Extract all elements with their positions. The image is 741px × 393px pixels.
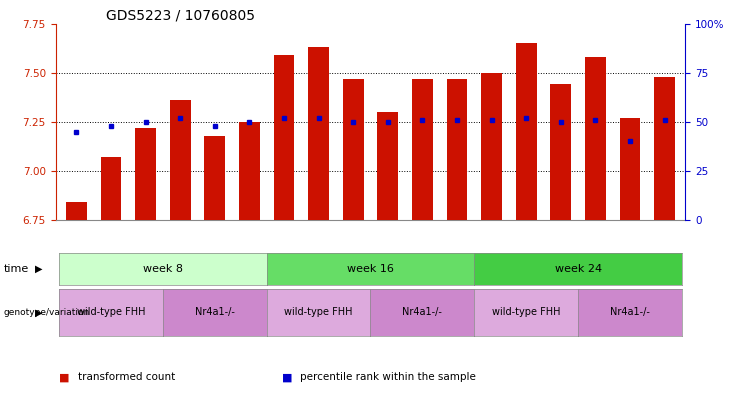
Bar xyxy=(516,43,536,220)
Bar xyxy=(619,118,640,220)
Bar xyxy=(170,100,190,220)
Text: ■: ■ xyxy=(282,372,292,382)
Bar xyxy=(239,122,260,220)
Text: wild-type FHH: wild-type FHH xyxy=(77,307,145,318)
Text: week 8: week 8 xyxy=(143,264,183,274)
Text: GDS5223 / 10760805: GDS5223 / 10760805 xyxy=(106,8,255,22)
Bar xyxy=(343,79,364,220)
Bar xyxy=(585,57,606,220)
Bar xyxy=(135,128,156,220)
Text: ▶: ▶ xyxy=(35,264,42,274)
Bar xyxy=(101,157,122,220)
Bar xyxy=(66,202,87,220)
Text: time: time xyxy=(4,264,29,274)
Text: week 24: week 24 xyxy=(554,264,602,274)
Text: genotype/variation: genotype/variation xyxy=(4,308,90,317)
Bar xyxy=(551,84,571,220)
Bar xyxy=(273,55,294,220)
Text: Nr4a1-/-: Nr4a1-/- xyxy=(195,307,235,318)
Text: transformed count: transformed count xyxy=(78,372,175,382)
Text: Nr4a1-/-: Nr4a1-/- xyxy=(402,307,442,318)
Bar xyxy=(481,73,502,220)
Text: ▶: ▶ xyxy=(35,307,42,318)
Text: week 16: week 16 xyxy=(347,264,394,274)
Bar xyxy=(412,79,433,220)
Text: ■: ■ xyxy=(59,372,70,382)
Bar xyxy=(205,136,225,220)
Text: Nr4a1-/-: Nr4a1-/- xyxy=(610,307,650,318)
Bar xyxy=(654,77,675,220)
Text: percentile rank within the sample: percentile rank within the sample xyxy=(300,372,476,382)
Bar xyxy=(308,47,329,220)
Bar xyxy=(447,79,468,220)
Text: wild-type FHH: wild-type FHH xyxy=(492,307,560,318)
Bar xyxy=(377,112,398,220)
Text: wild-type FHH: wild-type FHH xyxy=(285,307,353,318)
